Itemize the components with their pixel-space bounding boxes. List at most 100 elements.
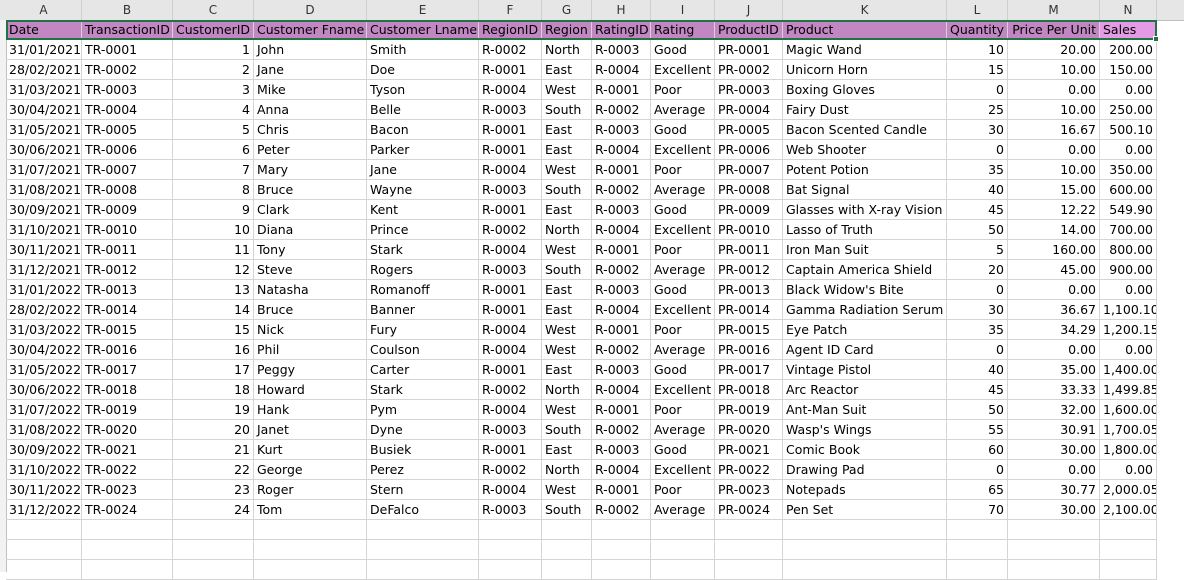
column-header-a[interactable]: A	[6, 0, 82, 20]
table-cell[interactable]: R-0001	[479, 360, 542, 380]
table-cell[interactable]: West	[542, 80, 592, 100]
table-cell[interactable]: TR-0021	[82, 440, 173, 460]
table-cell[interactable]: R-0002	[479, 460, 542, 480]
header-cell[interactable]: CustomerID	[173, 20, 254, 40]
table-cell[interactable]: 45	[947, 200, 1008, 220]
table-cell[interactable]: Black Widow's Bite	[783, 280, 947, 300]
empty-cell[interactable]	[1100, 560, 1157, 580]
table-cell[interactable]: 35	[947, 160, 1008, 180]
table-cell[interactable]: R-0001	[592, 400, 651, 420]
table-cell[interactable]: PR-0001	[715, 40, 783, 60]
table-cell[interactable]: Potent Potion	[783, 160, 947, 180]
table-cell[interactable]: Diana	[254, 220, 367, 240]
table-cell[interactable]: 31/08/2022	[6, 420, 82, 440]
table-cell[interactable]: 70	[947, 500, 1008, 520]
header-cell[interactable]: RatingID	[592, 20, 651, 40]
empty-cell[interactable]	[82, 520, 173, 540]
table-cell[interactable]: 31/12/2022	[6, 500, 82, 520]
table-cell[interactable]: R-0004	[479, 80, 542, 100]
table-cell[interactable]: R-0004	[592, 460, 651, 480]
table-cell[interactable]: 31/01/2022	[6, 280, 82, 300]
table-cell[interactable]: 30/04/2021	[6, 100, 82, 120]
table-cell[interactable]: 18	[173, 380, 254, 400]
table-cell[interactable]: 15	[173, 320, 254, 340]
table-cell[interactable]: PR-0010	[715, 220, 783, 240]
table-cell[interactable]: TR-0006	[82, 140, 173, 160]
table-cell[interactable]: 60	[947, 440, 1008, 460]
table-cell[interactable]: Bruce	[254, 300, 367, 320]
empty-cell[interactable]	[592, 520, 651, 540]
table-cell[interactable]: 55	[947, 420, 1008, 440]
table-cell[interactable]: 6	[173, 140, 254, 160]
table-cell[interactable]: PR-0022	[715, 460, 783, 480]
table-cell[interactable]: Iron Man Suit	[783, 240, 947, 260]
empty-cell[interactable]	[367, 520, 479, 540]
table-cell[interactable]: 50	[947, 400, 1008, 420]
table-cell[interactable]: Eye Patch	[783, 320, 947, 340]
table-cell[interactable]: Perez	[367, 460, 479, 480]
table-cell[interactable]: Romanoff	[367, 280, 479, 300]
table-cell[interactable]: PR-0020	[715, 420, 783, 440]
table-cell[interactable]: Steve	[254, 260, 367, 280]
table-cell[interactable]: PR-0014	[715, 300, 783, 320]
table-cell[interactable]: Lasso of Truth	[783, 220, 947, 240]
table-cell[interactable]: R-0004	[592, 220, 651, 240]
header-cell[interactable]: Sales	[1100, 20, 1157, 40]
table-cell[interactable]: 50	[947, 220, 1008, 240]
empty-cell[interactable]	[947, 540, 1008, 560]
table-cell[interactable]: 4	[173, 100, 254, 120]
table-cell[interactable]: R-0004	[592, 380, 651, 400]
table-cell[interactable]: 19	[173, 400, 254, 420]
empty-cell[interactable]	[82, 540, 173, 560]
table-cell[interactable]: East	[542, 200, 592, 220]
table-cell[interactable]: R-0002	[592, 500, 651, 520]
empty-cell[interactable]	[592, 540, 651, 560]
header-cell[interactable]: TransactionID	[82, 20, 173, 40]
table-cell[interactable]: PR-0023	[715, 480, 783, 500]
table-cell[interactable]: 28/02/2021	[6, 60, 82, 80]
table-cell[interactable]: R-0001	[479, 200, 542, 220]
table-cell[interactable]: R-0003	[592, 440, 651, 460]
column-header-l[interactable]: L	[947, 0, 1008, 20]
table-cell[interactable]: 31/07/2022	[6, 400, 82, 420]
table-cell[interactable]: Good	[651, 40, 715, 60]
table-cell[interactable]: 30/06/2021	[6, 140, 82, 160]
table-cell[interactable]: TR-0009	[82, 200, 173, 220]
table-cell[interactable]: Ant-Man Suit	[783, 400, 947, 420]
table-cell[interactable]: 30/09/2021	[6, 200, 82, 220]
table-cell[interactable]: TR-0022	[82, 460, 173, 480]
table-cell[interactable]: PR-0007	[715, 160, 783, 180]
table-cell[interactable]: 31/05/2021	[6, 120, 82, 140]
table-cell[interactable]: John	[254, 40, 367, 60]
table-cell[interactable]: PR-0005	[715, 120, 783, 140]
table-cell[interactable]: Pym	[367, 400, 479, 420]
table-cell[interactable]: 1,200.15	[1100, 320, 1157, 340]
table-cell[interactable]: TR-0004	[82, 100, 173, 120]
table-cell[interactable]: West	[542, 160, 592, 180]
table-cell[interactable]: Busiek	[367, 440, 479, 460]
column-header-b[interactable]: B	[82, 0, 173, 20]
table-cell[interactable]: 350.00	[1100, 160, 1157, 180]
table-cell[interactable]: Arc Reactor	[783, 380, 947, 400]
table-cell[interactable]: 25	[947, 100, 1008, 120]
table-cell[interactable]: 160.00	[1008, 240, 1100, 260]
table-cell[interactable]: TR-0014	[82, 300, 173, 320]
table-cell[interactable]: Good	[651, 200, 715, 220]
table-cell[interactable]: 31/10/2021	[6, 220, 82, 240]
empty-cell[interactable]	[173, 540, 254, 560]
table-cell[interactable]: TR-0007	[82, 160, 173, 180]
table-cell[interactable]: North	[542, 380, 592, 400]
table-cell[interactable]: Excellent	[651, 300, 715, 320]
table-cell[interactable]: Anna	[254, 100, 367, 120]
table-cell[interactable]: R-0002	[592, 420, 651, 440]
table-cell[interactable]: TR-0016	[82, 340, 173, 360]
table-cell[interactable]: South	[542, 260, 592, 280]
table-cell[interactable]: Chris	[254, 120, 367, 140]
table-cell[interactable]: Natasha	[254, 280, 367, 300]
table-cell[interactable]: East	[542, 440, 592, 460]
table-cell[interactable]: R-0004	[479, 340, 542, 360]
table-cell[interactable]: 22	[173, 460, 254, 480]
table-cell[interactable]: 31/10/2022	[6, 460, 82, 480]
empty-cell[interactable]	[479, 540, 542, 560]
table-cell[interactable]: Excellent	[651, 60, 715, 80]
